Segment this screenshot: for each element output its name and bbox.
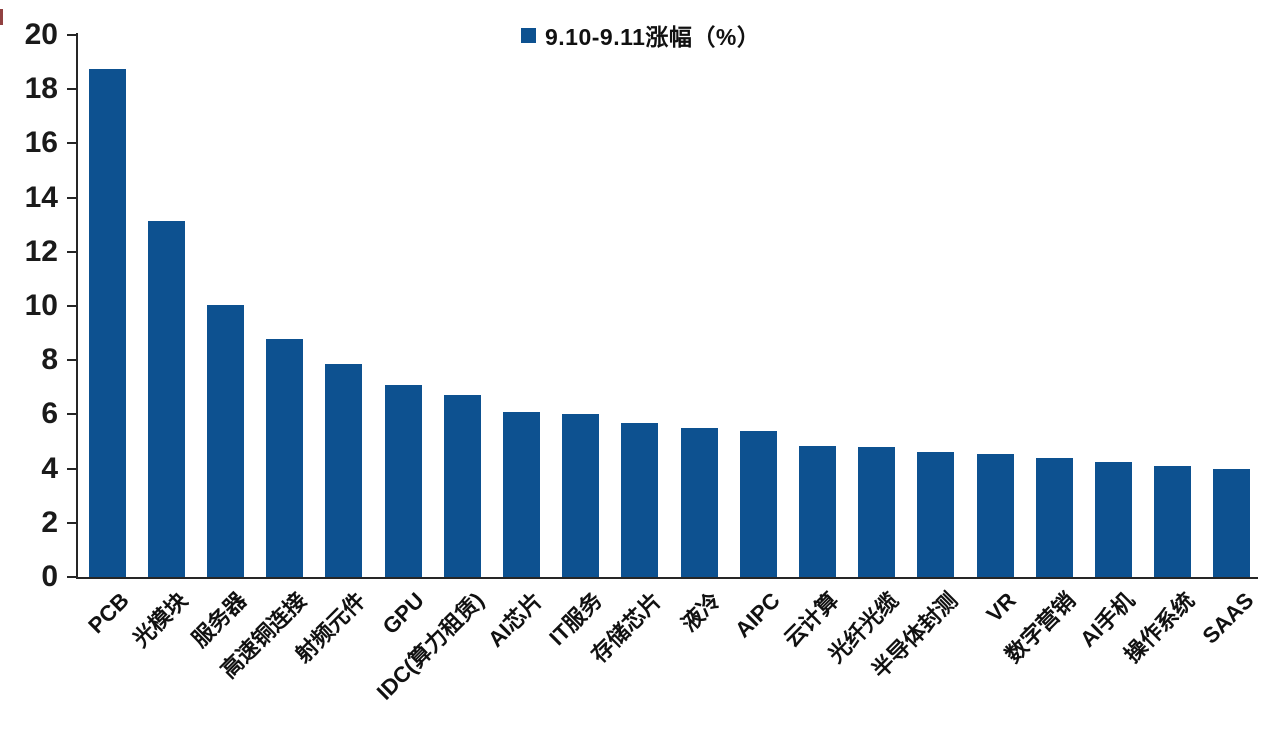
y-tick-mark	[67, 467, 77, 470]
bar-操作系统	[1154, 465, 1192, 577]
bar-液冷	[680, 427, 718, 577]
y-tick-label: 10	[24, 289, 58, 322]
x-tick-label: IDC(算力租赁)	[371, 587, 489, 705]
bar-存储芯片	[621, 422, 659, 577]
bar-服务器	[206, 304, 244, 577]
x-tick-label: 光模块	[128, 587, 193, 652]
bar-数字营销	[1035, 457, 1073, 577]
y-tick-mark	[67, 413, 77, 416]
bar-IT服务	[562, 414, 600, 577]
bar-GPU	[384, 384, 422, 577]
bar-高速铜连接	[266, 338, 304, 577]
y-tick-label: 12	[24, 234, 58, 268]
y-axis-line	[76, 33, 78, 579]
y-tick-mark	[67, 521, 77, 524]
left-edge-red-artifact	[0, 9, 3, 25]
bar-PCB	[88, 68, 126, 577]
bar-光纤光缆	[858, 446, 896, 577]
y-tick-label: 8	[41, 343, 58, 377]
y-tick-mark	[67, 250, 77, 253]
bar-VR	[976, 453, 1014, 577]
bar-AI手机	[1094, 461, 1132, 577]
y-tick-label: 4	[41, 451, 58, 485]
y-tick-mark	[67, 34, 77, 36]
y-tick-label: 18	[24, 72, 58, 106]
y-tick-label: 2	[41, 505, 58, 539]
bar-半导体封测	[917, 452, 955, 577]
bar-IDC(算力租赁)	[443, 395, 481, 577]
x-tick-label: 液冷	[676, 587, 726, 637]
y-tick-mark	[67, 305, 77, 307]
y-tick-label: 6	[41, 397, 58, 431]
y-tick-mark	[67, 196, 77, 199]
y-tick-label: 0	[41, 560, 58, 593]
y-tick-label: 20	[24, 18, 58, 51]
bar-云计算	[798, 445, 836, 577]
bar-SAAS	[1213, 468, 1251, 577]
bar-光模块	[147, 220, 185, 577]
y-tick-mark	[67, 359, 77, 362]
bar-射频元件	[325, 364, 363, 577]
x-tick-label: AIPC	[729, 587, 785, 643]
x-tick-label: VR	[981, 587, 1022, 627]
bar-AI芯片	[502, 411, 540, 577]
y-tick-label: 14	[24, 180, 58, 214]
y-tick-label: 16	[24, 126, 58, 160]
x-tick-label: AI芯片	[483, 587, 548, 652]
legend: 9.10-9.11涨幅（%）	[521, 18, 760, 52]
x-axis-line	[76, 577, 1258, 579]
x-tick-label: PCB	[82, 587, 134, 639]
y-tick-mark	[67, 88, 77, 91]
legend-series-label: 9.10-9.11涨幅（%）	[545, 24, 761, 50]
y-tick-mark	[67, 576, 77, 578]
y-tick-mark	[67, 142, 77, 145]
x-tick-label: SAAS	[1197, 587, 1259, 649]
bar-AIPC	[739, 430, 777, 577]
x-tick-label: GPU	[377, 587, 430, 639]
legend-swatch-icon	[521, 27, 536, 43]
